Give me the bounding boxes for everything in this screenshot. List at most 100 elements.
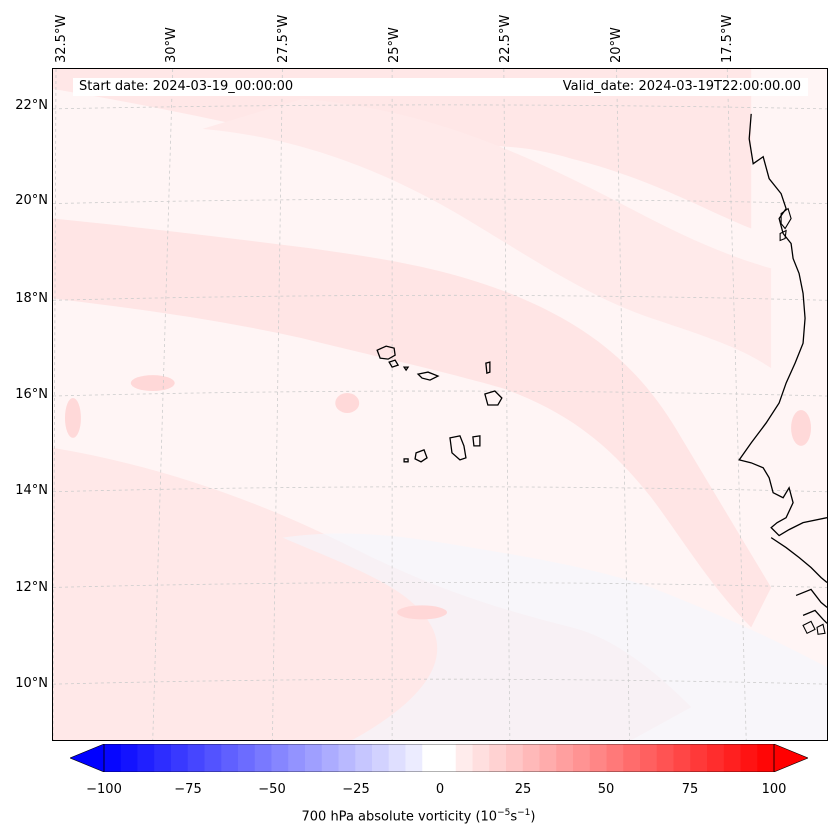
colorbar-swatch bbox=[740, 744, 758, 772]
lon-label-17-5w: 17.5°W bbox=[720, 14, 735, 63]
parallel-14n bbox=[53, 486, 827, 493]
vorticity-spot-2 bbox=[335, 393, 360, 413]
sao-vicente-island bbox=[388, 359, 400, 368]
colorbar-swatch bbox=[489, 744, 507, 772]
colorbar-tick-neg75: −75 bbox=[174, 782, 202, 797]
santa-luzia-island bbox=[402, 366, 410, 372]
colorbar-swatch bbox=[388, 744, 406, 772]
lat-label-14n: 14°N bbox=[15, 483, 48, 498]
colorbar-swatch bbox=[589, 744, 607, 772]
vorticity-weak-negative bbox=[282, 533, 827, 740]
colorbar-outline bbox=[103, 744, 775, 772]
colorbar-swatch bbox=[422, 744, 440, 772]
colorbar-swatch bbox=[321, 744, 339, 772]
sao-nicolau-island bbox=[416, 371, 440, 381]
colorbar-swatch bbox=[472, 744, 490, 772]
meridian-27-5w bbox=[272, 69, 283, 740]
colorbar-swatch bbox=[271, 744, 289, 772]
colorbar-swatch bbox=[355, 744, 373, 772]
colorbar-swatch bbox=[204, 744, 222, 772]
colorbar-extend-min bbox=[70, 744, 105, 772]
lon-label-27-5w: 27.5°W bbox=[276, 14, 291, 63]
colorbar-swatch bbox=[522, 744, 540, 772]
map-panel: Start date: 2024-03-19_00:00:00 Valid_da… bbox=[52, 68, 828, 741]
colorbar-swatch bbox=[120, 744, 138, 772]
valid-date-label: Valid_date: 2024-03-19T22:00:00.00 bbox=[562, 79, 801, 94]
colorbar-label: 700 hPa absolute vorticity (10−5s−1) bbox=[301, 808, 536, 825]
colorbar-swatch bbox=[254, 744, 272, 772]
colorbar-swatch bbox=[623, 744, 641, 772]
colorbar-extend-max bbox=[773, 744, 808, 772]
colorbar-swatch bbox=[606, 744, 624, 772]
vorticity-spot-1 bbox=[130, 375, 175, 392]
parallel-18n bbox=[53, 294, 827, 301]
graticule bbox=[53, 69, 827, 740]
colorbar-swatch bbox=[288, 744, 306, 772]
date-banner bbox=[73, 78, 808, 96]
colorbar bbox=[70, 744, 808, 772]
parallel-12n bbox=[53, 582, 827, 588]
colorbar-tick-100: 100 bbox=[761, 782, 787, 797]
colorbar-swatch bbox=[506, 744, 524, 772]
colorbar-swatch bbox=[187, 744, 205, 772]
colorbar-swatch bbox=[573, 744, 591, 772]
meridian-20w bbox=[616, 69, 630, 740]
meridian-22-5w bbox=[503, 69, 511, 740]
parallel-20n bbox=[53, 198, 827, 204]
colorbar-swatch bbox=[539, 744, 557, 772]
meridian-32-5w bbox=[53, 69, 57, 740]
lon-label-22-5w: 22.5°W bbox=[498, 14, 513, 63]
west-africa-coastline bbox=[738, 113, 827, 624]
lon-label-20w: 20°W bbox=[609, 27, 624, 63]
colorbar-tick-0: 0 bbox=[435, 782, 445, 797]
colorbar-swatch bbox=[439, 744, 457, 772]
colorbar-tick-neg100: −100 bbox=[86, 782, 122, 797]
colorbar-tick-50: 50 bbox=[597, 782, 615, 797]
colorbar-swatch bbox=[305, 744, 323, 772]
parallel-16n bbox=[53, 390, 827, 397]
colorbar-swatch bbox=[405, 744, 423, 772]
vorticity-spot-5 bbox=[791, 409, 812, 446]
colorbar-tick-75: 75 bbox=[681, 782, 699, 797]
colorbar-swatch bbox=[673, 744, 691, 772]
colorbar-swatch bbox=[455, 744, 473, 772]
colorbar-swatch bbox=[556, 744, 574, 772]
colorbar-swatch bbox=[137, 744, 155, 772]
colorbar-swatch bbox=[757, 744, 775, 772]
lat-label-18n: 18°N bbox=[15, 291, 48, 306]
vorticity-band-upper bbox=[202, 98, 772, 369]
vorticity-spot-3 bbox=[397, 605, 447, 620]
bissagos-islands bbox=[802, 620, 826, 635]
colorbar-tick-neg50: −50 bbox=[258, 782, 286, 797]
colorbar-swatch bbox=[154, 744, 172, 772]
vorticity-spot-4 bbox=[64, 398, 81, 438]
lat-label-10n: 10°N bbox=[15, 676, 48, 691]
colorbar-swatch bbox=[640, 744, 658, 772]
lat-label-12n: 12°N bbox=[15, 580, 48, 595]
colorbar-swatch bbox=[372, 744, 390, 772]
lat-label-22n: 22°N bbox=[15, 98, 48, 113]
parallel-10n bbox=[53, 678, 827, 685]
santiago-island bbox=[449, 435, 467, 461]
sal-island bbox=[485, 361, 491, 374]
santo-antao-island bbox=[376, 345, 396, 360]
colorbar-swatch bbox=[656, 744, 674, 772]
boa-vista-island bbox=[484, 390, 503, 406]
colorbar-swatch bbox=[338, 744, 356, 772]
vorticity-field bbox=[53, 69, 827, 740]
start-date-label: Start date: 2024-03-19_00:00:00 bbox=[79, 79, 294, 94]
gorée-islands bbox=[779, 207, 792, 242]
vorticity-band-main bbox=[53, 218, 772, 628]
lon-label-30w: 30°W bbox=[164, 27, 179, 63]
colorbar-swatch bbox=[723, 744, 741, 772]
parallel-22n bbox=[53, 104, 827, 110]
lat-label-20n: 20°N bbox=[15, 193, 48, 208]
lon-label-25w: 25°W bbox=[387, 27, 402, 63]
lon-label-32-5w: 32.5°W bbox=[54, 14, 69, 63]
colorbar-swatch bbox=[221, 744, 239, 772]
colorbar-tick-25: 25 bbox=[514, 782, 532, 797]
fogo-island bbox=[414, 449, 428, 463]
colorbar-swatch bbox=[690, 744, 708, 772]
colorbar-swatch bbox=[707, 744, 725, 772]
colorbar-tick-neg25: −25 bbox=[342, 782, 370, 797]
